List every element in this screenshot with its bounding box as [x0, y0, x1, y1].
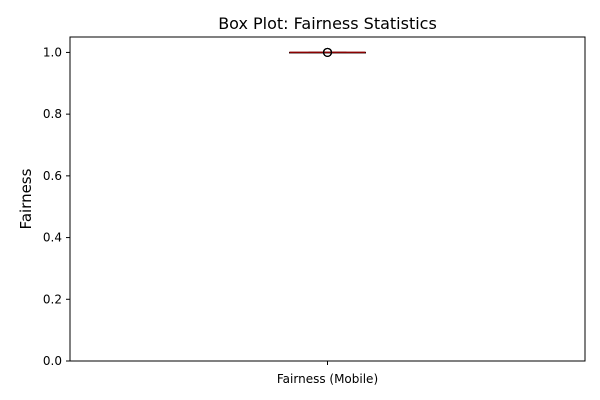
y-tick-label: 0.8	[43, 107, 62, 121]
plot-frame	[69, 36, 586, 362]
y-axis-label: Fairness	[17, 168, 35, 229]
y-tick-label: 0.0	[43, 354, 62, 368]
y-tick-label: 1.0	[43, 45, 62, 59]
chart-title: Box Plot: Fairness Statistics	[218, 14, 437, 33]
outlier-point	[322, 47, 333, 58]
plot-area: 0.0 0.2 0.4 0.6 0.8 1.0 Fairness (Mobile)	[43, 45, 378, 386]
y-tick-label: 0.2	[43, 292, 62, 306]
y-tick-label: 0.6	[43, 169, 62, 183]
y-tick-label: 0.4	[43, 231, 62, 245]
x-tick-label: Fairness (Mobile)	[277, 372, 378, 386]
